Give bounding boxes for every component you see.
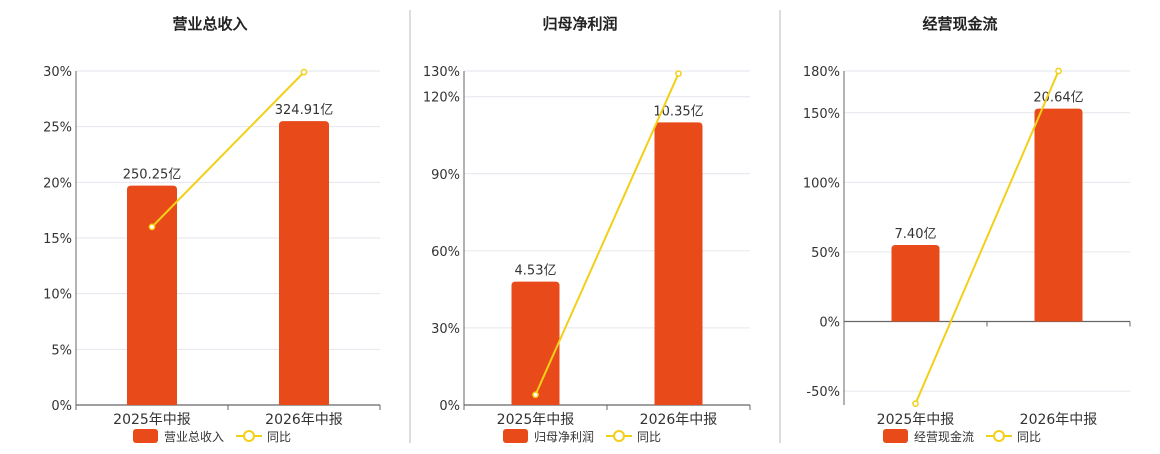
y-tick-label: 10% bbox=[43, 288, 72, 303]
line-series-yoy bbox=[151, 71, 305, 228]
y-tick-label: 90% bbox=[431, 168, 460, 183]
y-tick-label: 20% bbox=[43, 176, 72, 191]
y-tick-label: 130% bbox=[423, 65, 460, 80]
x-tick-label: 2025年中报 bbox=[113, 412, 191, 428]
legend-label-bar: 营业总收入 bbox=[164, 430, 224, 444]
line-point bbox=[148, 223, 156, 231]
line-series-yoy bbox=[914, 70, 1060, 405]
chart-panel-3: 经营现金流 -50% 0% 50% 100% 150% 180% 2025年中报 7.40亿 20… bbox=[803, 15, 1131, 444]
legend-label-line: 同比 bbox=[1017, 430, 1041, 444]
bar-data-label: 4.53亿 bbox=[515, 264, 557, 279]
legend-swatch-bar bbox=[883, 429, 908, 443]
y-tick-label: 5% bbox=[51, 343, 72, 358]
line-series-yoy bbox=[534, 73, 680, 396]
legend-swatch-marker bbox=[243, 430, 255, 442]
legend-label-line: 同比 bbox=[637, 430, 661, 444]
legend-swatch-marker bbox=[613, 430, 625, 442]
x-tick-label: 2026年中报 bbox=[1020, 412, 1098, 428]
y-tick-label: 60% bbox=[431, 245, 460, 260]
bar-data-label: 250.25亿 bbox=[123, 168, 182, 183]
chart-title: 归母净利润 bbox=[542, 15, 617, 33]
line-point bbox=[675, 70, 682, 77]
y-tick-label: -50% bbox=[806, 385, 840, 400]
bar-data-label: 7.40亿 bbox=[895, 227, 937, 242]
bar bbox=[1034, 108, 1083, 322]
legend-label-bar: 经营现金流 bbox=[914, 429, 974, 444]
x-tick-label: 2025年中报 bbox=[497, 412, 575, 428]
y-tick-label: 15% bbox=[43, 232, 72, 247]
y-tick-label: 0% bbox=[51, 399, 72, 414]
y-tick-label: 150% bbox=[803, 107, 840, 122]
bar bbox=[279, 121, 329, 405]
y-tick-label: 50% bbox=[811, 246, 840, 261]
legend-swatch-bar bbox=[133, 429, 158, 443]
chart-title: 营业总收入 bbox=[172, 15, 247, 33]
line-point bbox=[1055, 67, 1062, 75]
bar-data-label: 10.35亿 bbox=[653, 104, 703, 119]
y-tick-label: 0% bbox=[439, 399, 460, 414]
line-point bbox=[532, 391, 539, 399]
bar-data-label: 20.64亿 bbox=[1033, 91, 1083, 106]
bar bbox=[127, 185, 177, 405]
bar bbox=[511, 281, 560, 405]
y-tick-label: 30% bbox=[431, 322, 460, 337]
chart-title: 经营现金流 bbox=[922, 15, 997, 33]
legend-label-bar: 归母净利润 bbox=[534, 430, 594, 444]
x-tick-label: 2026年中报 bbox=[640, 412, 718, 428]
bar-data-label: 324.91亿 bbox=[275, 103, 334, 118]
legend-swatch-bar bbox=[503, 429, 528, 443]
x-tick-label: 2026年中报 bbox=[265, 412, 343, 428]
bar bbox=[654, 122, 703, 405]
y-tick-label: 0% bbox=[819, 316, 840, 331]
bar bbox=[891, 244, 940, 322]
y-tick-label: 30% bbox=[43, 65, 72, 80]
line-point bbox=[912, 400, 919, 407]
legend-swatch-marker bbox=[993, 430, 1005, 442]
y-tick-label: 100% bbox=[803, 176, 840, 191]
x-tick-label: 2025年中报 bbox=[877, 412, 955, 428]
line-point bbox=[300, 68, 308, 76]
y-tick-label: 120% bbox=[423, 91, 460, 106]
y-tick-label: 180% bbox=[803, 65, 840, 80]
chart-panel-1: 营业总收入 0% 5% 10% 15% 20% 25% 30% 2025年中报 250.25亿 20… bbox=[43, 15, 381, 444]
y-tick-label: 25% bbox=[43, 121, 72, 136]
legend-label-line: 同比 bbox=[267, 430, 291, 444]
chart-panel-2: 归母净利润 0% 30% 60% 90% 120% 130% 2025年中报 4.53亿 2026… bbox=[423, 15, 751, 444]
